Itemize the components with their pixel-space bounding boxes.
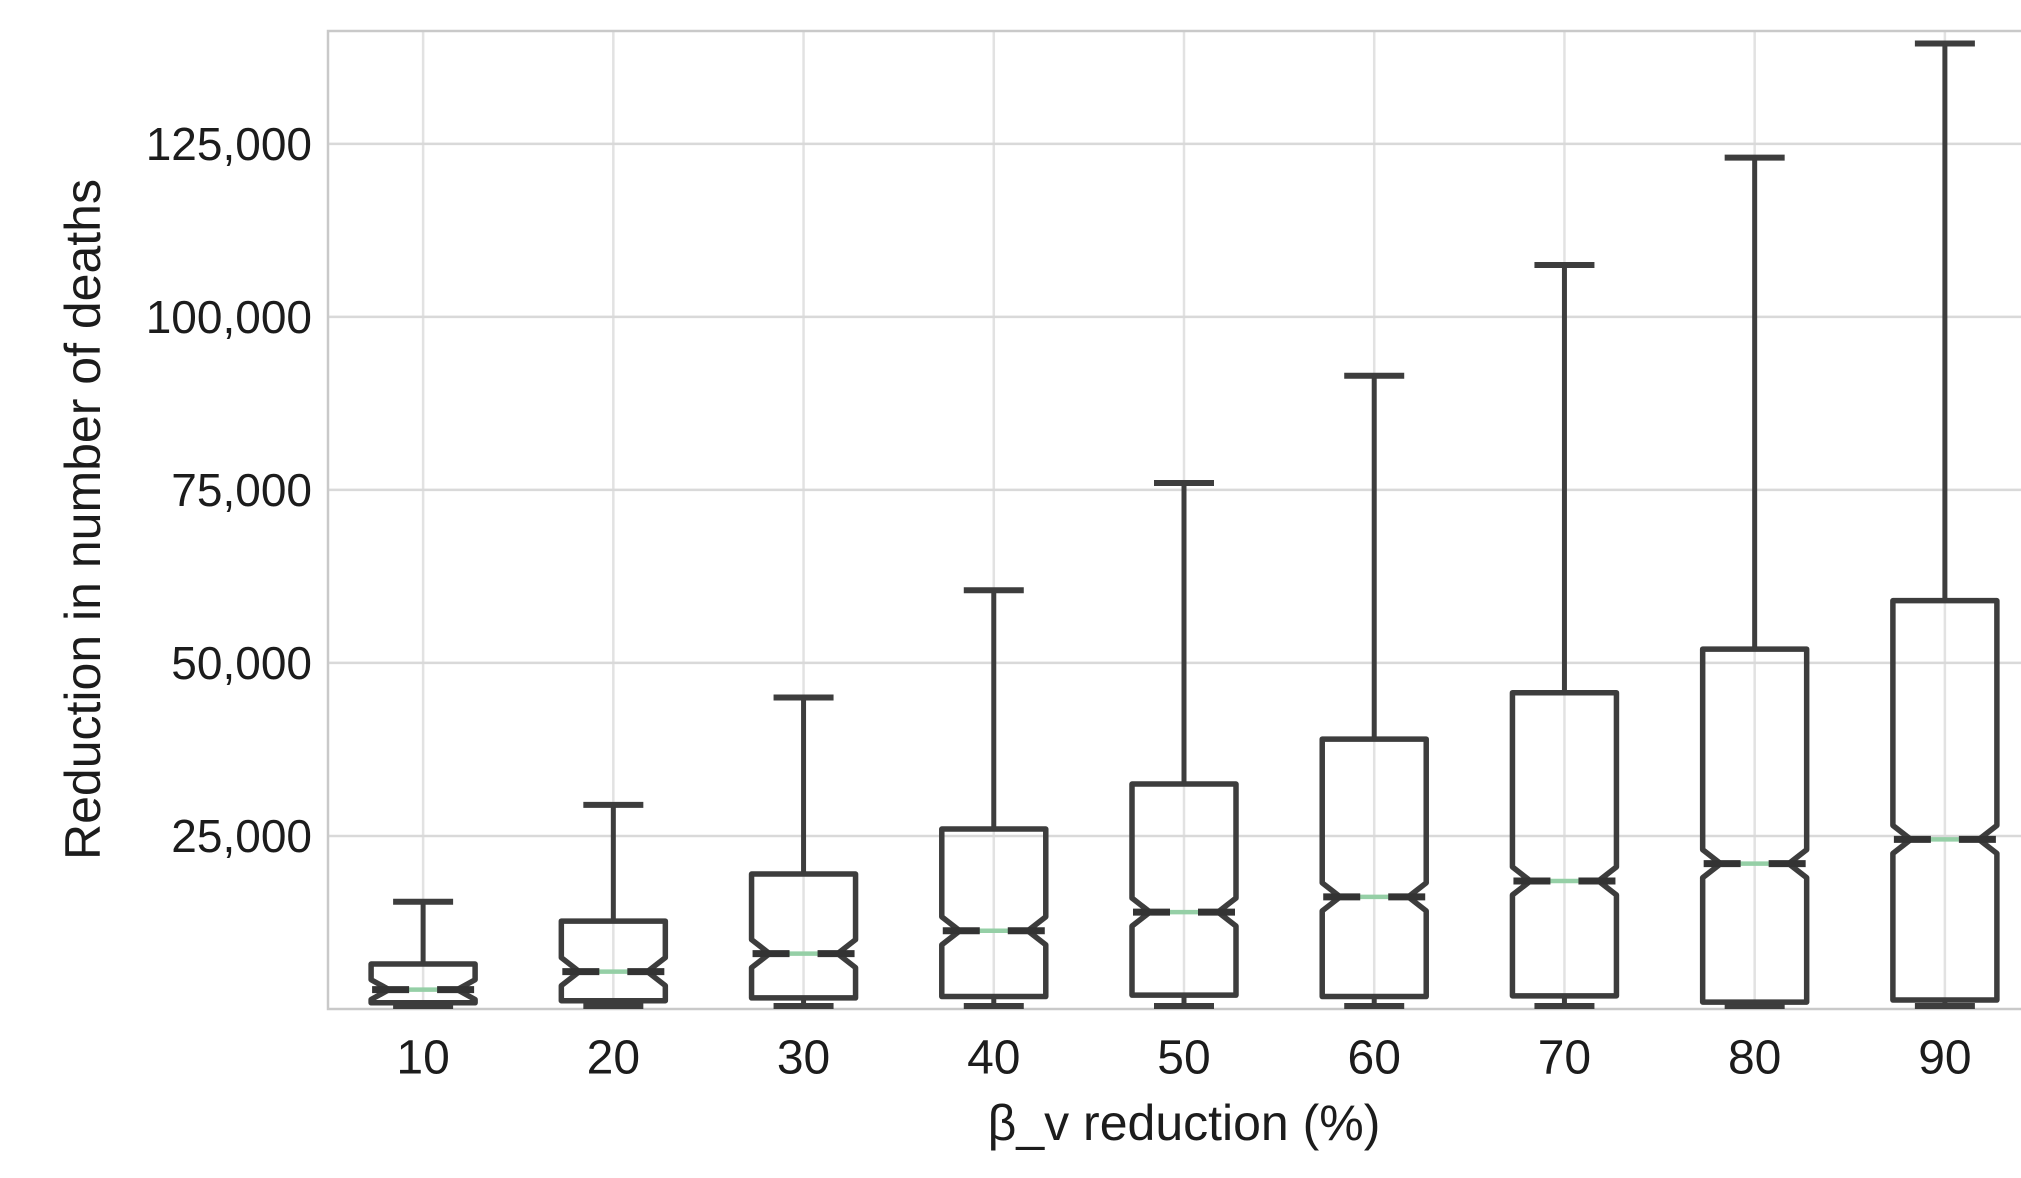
x-tick-label: 30 [777,1032,830,1085]
box [1699,646,1810,1005]
x-tick-label: 20 [587,1032,640,1085]
box [558,918,669,1004]
box [939,826,1049,1000]
boxplot-figure: 25,000 50,000 75,000 100,000 125,000 10 20 30 40… [40,16,2021,1162]
box [748,871,859,1001]
y-tick-label: 50,000 [171,637,312,689]
x-tick-label: 60 [1348,1032,1401,1085]
x-axis-title: β_v reduction (%) [987,1095,1381,1151]
box [1890,597,2000,1003]
x-tick-label: 70 [1538,1032,1591,1085]
y-tick-label: 125,000 [146,118,312,170]
y-tick-label: 100,000 [146,291,312,343]
boxplot-canvas: 25,000 50,000 75,000 100,000 125,000 10 20 30 40… [146,29,2021,1085]
box [1319,736,1429,1000]
box [1509,689,1620,999]
y-tick-label: 25,000 [171,810,312,862]
x-tick-label: 90 [1918,1032,1971,1085]
y-tick-label: 75,000 [171,464,312,516]
y-axis-title: Reduction in number of deaths [55,179,111,861]
x-tick-label: 10 [396,1032,449,1085]
x-tick-label: 50 [1157,1032,1210,1085]
x-tick-label: 40 [967,1032,1020,1085]
box [1129,781,1239,998]
x-tick-label: 80 [1728,1032,1781,1085]
